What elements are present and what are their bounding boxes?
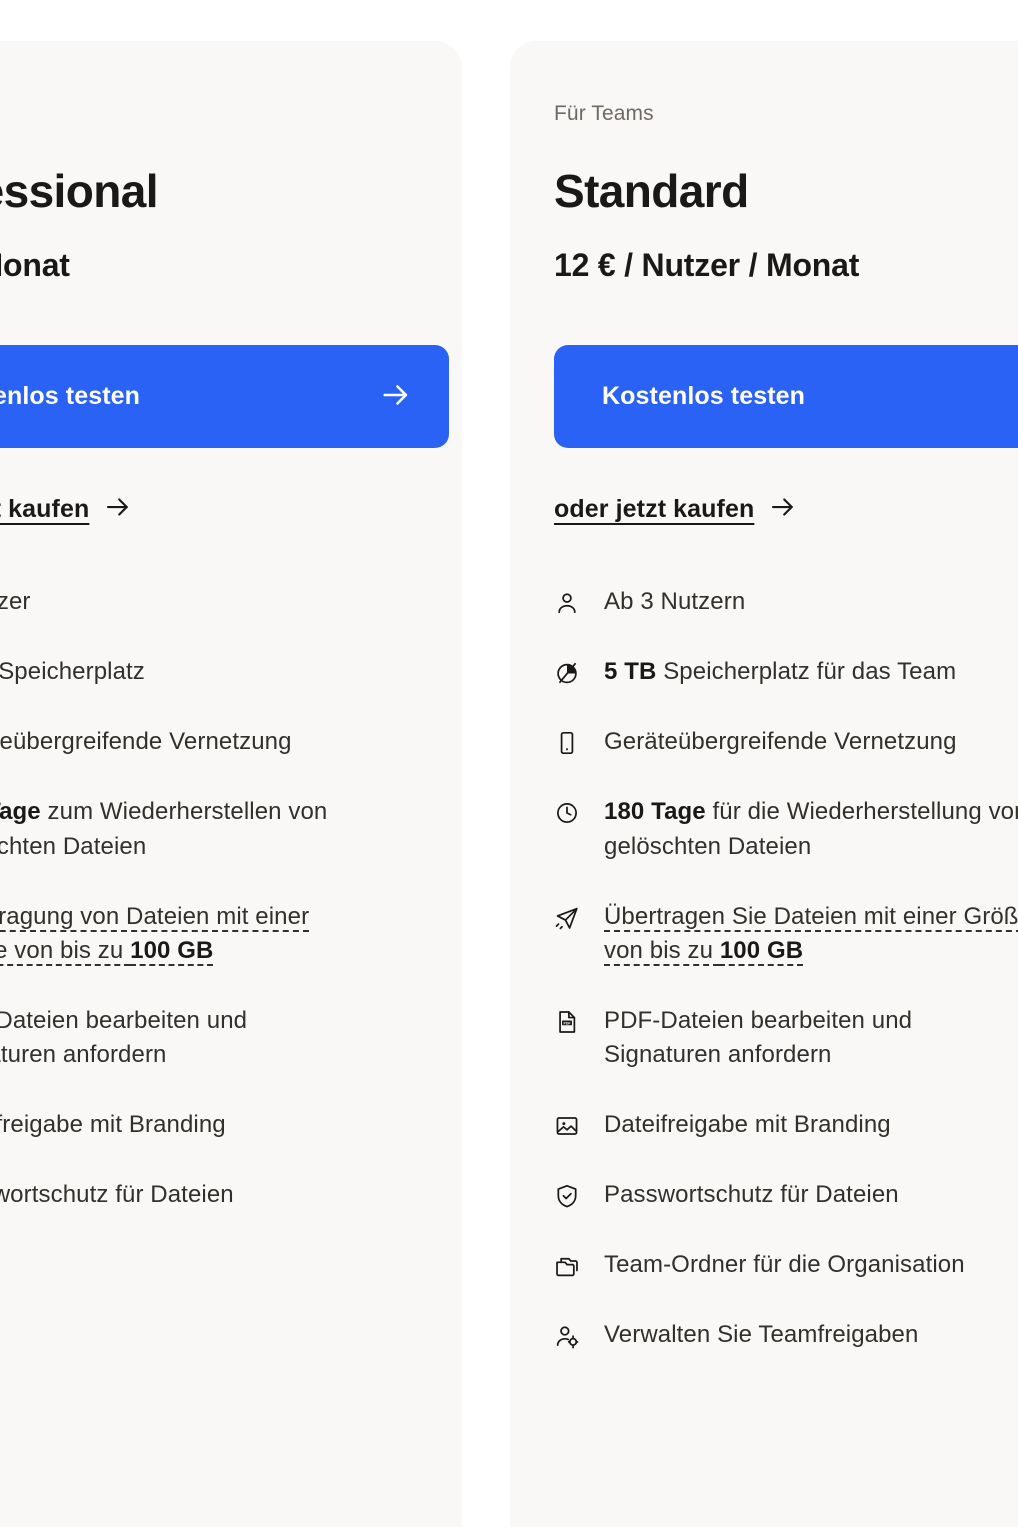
feature-item: 180 Tage zum Wiederherstellen von gelösc… — [0, 795, 418, 863]
storage-pie-icon — [554, 660, 582, 688]
feature-label: Geräteübergreifende Vernetzung — [604, 728, 957, 756]
feature-highlight: 5 TB — [604, 658, 657, 686]
feature-item: Passwortschutz für Dateien — [0, 1178, 418, 1212]
feature-label: 5 TB Speicherplatz für das Team — [604, 658, 957, 686]
plan-name: Standard — [554, 165, 749, 217]
card-eyebrow: Für Teams — [554, 102, 654, 125]
plan-price: 12 € / Nutzer / Monat — [554, 247, 860, 283]
feature-highlight: 180 Tage — [604, 798, 706, 826]
arrow-right-icon — [379, 378, 413, 415]
card-eyebrow: Für Profis — [0, 103, 418, 124]
arrow-right-icon — [768, 492, 798, 527]
feature-item: Verwalten Sie Teamfreigaben — [554, 1318, 1018, 1352]
svg-text:PDF: PDF — [564, 1021, 571, 1025]
feature-item: Ab 3 Nutzern — [554, 585, 1018, 619]
feature-label: Ab 3 Nutzern — [604, 588, 746, 616]
feature-label: 1 Nutzer — [0, 588, 31, 616]
feature-label: 180 Tage für die Wiederherstellung von g… — [604, 798, 1018, 860]
feature-item: 180 Tage für die Wiederherstellung von g… — [554, 795, 1018, 863]
plan-name: Professional — [0, 165, 158, 217]
feature-item: Passwortschutz für Dateien — [554, 1178, 1018, 1212]
free-trial-button[interactable]: Kostenlos testen — [0, 345, 449, 449]
arrow-right-icon — [103, 492, 133, 527]
folder-icon — [554, 1253, 582, 1281]
feature-item: Übertragung von Dateien mit einer Größe … — [0, 900, 418, 968]
feature-highlight: 180 Tage — [0, 798, 41, 826]
feature-item: Geräteübergreifende Vernetzung — [554, 725, 1018, 759]
feature-item: Übertragen Sie Dateien mit einer Größe v… — [554, 900, 1018, 968]
buy-now-label: oder jetzt kaufen — [0, 495, 90, 524]
feature-label: 180 Tage zum Wiederherstellen von gelösc… — [0, 795, 369, 863]
person-gear-icon — [554, 1323, 582, 1351]
feature-item: PDF PDF-Dateien bearbeiten und Signaturen… — [554, 1004, 1018, 1072]
clock-icon — [554, 800, 582, 828]
free-trial-label: Kostenlos testen — [0, 382, 141, 411]
feature-item: Geräteübergreifende Vernetzung — [0, 725, 418, 759]
feature-label: Passwortschutz für Dateien — [0, 1180, 234, 1208]
free-trial-button[interactable]: Kostenlos testen — [554, 345, 1018, 449]
pricing-card-professional: Für Profis Professional 18 € / Monat Kos… — [0, 41, 462, 1527]
buy-now-link[interactable]: oder jetzt kaufen — [554, 492, 798, 527]
feature-label: PDF-Dateien bearbeiten und Signaturen an… — [0, 1006, 248, 1068]
feature-label: 3 TB Speicherplatz — [0, 658, 145, 686]
feature-list: Ab 3 Nutzern 5 TB Speicherplatz für das T… — [554, 585, 1018, 1352]
send-icon — [554, 905, 582, 933]
feature-highlight: 100 GB — [719, 936, 804, 964]
feature-label: Dateifreigabe mit Branding — [604, 1110, 891, 1138]
plan-price: 18 € / Monat — [0, 247, 70, 283]
free-trial-label: Kostenlos testen — [602, 382, 806, 411]
feature-item: Team-Ordner für die Organisation — [554, 1248, 1018, 1282]
feature-label[interactable]: Übertragung von Dateien mit einer Größe … — [0, 902, 310, 964]
buy-now-label: oder jetzt kaufen — [554, 495, 755, 524]
feature-item: Dateifreigabe mit Branding — [554, 1108, 1018, 1142]
feature-list: 1 Nutzer 3 TB Speicherplatz Geräteübergrei… — [0, 585, 418, 1212]
person-icon — [554, 590, 582, 618]
feature-label[interactable]: Übertragen Sie Dateien mit einer Größe v… — [604, 902, 1018, 964]
feature-label: Verwalten Sie Teamfreigaben — [604, 1321, 919, 1349]
feature-label: Passwortschutz für Dateien — [604, 1180, 899, 1208]
feature-highlight: 100 GB — [130, 936, 214, 964]
device-icon — [554, 730, 582, 758]
buy-now-link[interactable]: oder jetzt kaufen — [0, 492, 133, 527]
feature-label: PDF-Dateien bearbeiten und Signaturen an… — [604, 1006, 913, 1068]
feature-item: 3 TB Speicherplatz — [0, 655, 418, 689]
feature-label: Dateifreigabe mit Branding — [0, 1110, 226, 1138]
feature-label: Team-Ordner für die Organisation — [604, 1251, 965, 1279]
feature-item: 5 TB Speicherplatz für das Team — [554, 655, 1018, 689]
pricing-card-standard: Für Teams Standard 12 € / Nutzer / Monat… — [510, 41, 1018, 1527]
image-icon — [554, 1113, 582, 1141]
feature-label: Geräteübergreifende Vernetzung — [0, 728, 292, 756]
pdf-icon: PDF — [554, 1009, 582, 1037]
shield-check-icon — [554, 1183, 582, 1211]
feature-item: Dateifreigabe mit Branding — [0, 1108, 418, 1142]
feature-item: 1 Nutzer — [0, 585, 418, 619]
